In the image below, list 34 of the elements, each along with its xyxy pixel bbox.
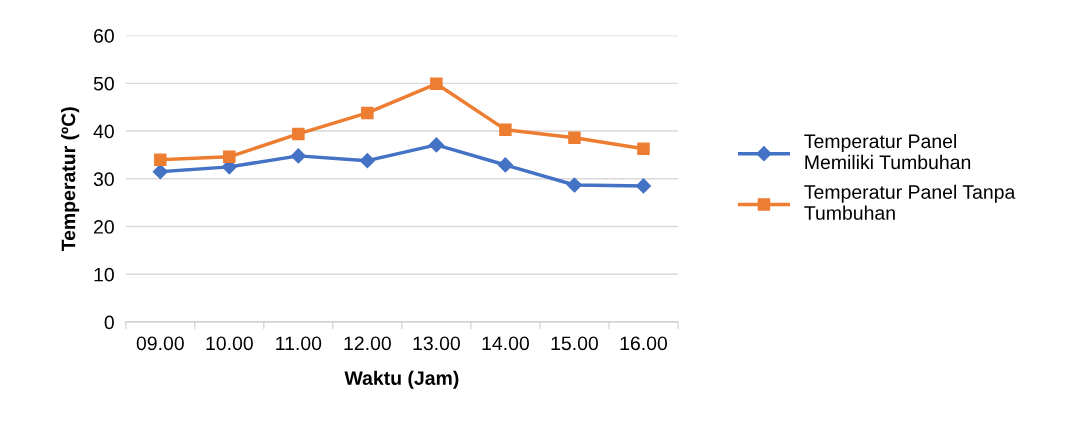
y-tick-label: 60: [94, 29, 114, 43]
y-tick-label: 30: [93, 172, 114, 187]
point: [568, 131, 581, 145]
legend-label: Temperatur Panel Memiliki Tumbuhan: [804, 133, 971, 170]
x-tick-label: 14.00: [482, 336, 529, 351]
y-tick-label: 40: [93, 124, 114, 139]
x-tick-label: 16.00: [620, 336, 668, 351]
point: [223, 150, 236, 164]
x-tick-label: 15.00: [551, 336, 599, 351]
point: [430, 77, 443, 91]
x-tick-label: 13.00: [413, 336, 460, 351]
x-tick-label: 11.00: [276, 336, 322, 351]
legend-label: Temperatur Panel Tanpa Tumbuhan: [804, 184, 1016, 220]
x-tick-label: 09.00: [136, 336, 184, 351]
y-tick-label: 20: [94, 220, 114, 234]
point: [361, 106, 374, 120]
point: [154, 153, 167, 166]
point: [290, 148, 306, 164]
y-tick-label: 50: [93, 76, 114, 91]
x-tick-label: 12.00: [344, 336, 391, 351]
x-axis-title: Waktu (Jam): [344, 370, 459, 389]
point: [635, 178, 652, 194]
point: [152, 164, 168, 180]
point: [499, 123, 512, 136]
y-tick-label: 0: [104, 315, 114, 330]
point: [428, 137, 444, 153]
y-tick-label: 10: [94, 267, 114, 282]
point: [566, 177, 583, 193]
point: [497, 157, 513, 173]
point: [637, 142, 650, 155]
point: [292, 127, 305, 141]
y-axis-title: Temperatur (ºC): [61, 107, 80, 252]
x-tick-label: 10.00: [206, 336, 253, 351]
point: [359, 153, 375, 169]
